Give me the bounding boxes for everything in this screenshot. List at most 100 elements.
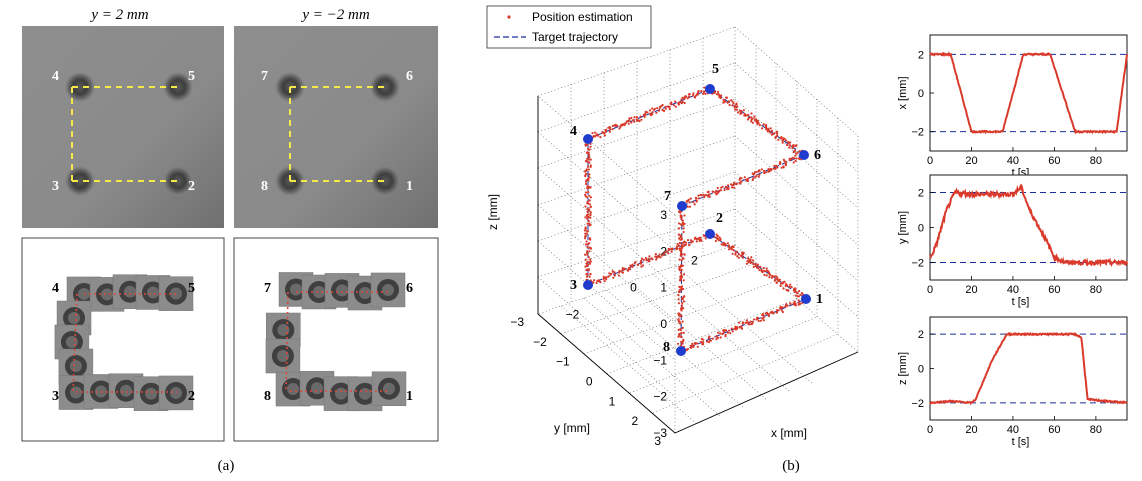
y-tick-label: 2	[918, 329, 924, 341]
y-tick-label: 2	[918, 49, 924, 61]
x-axis-label: t [s]	[1012, 436, 1030, 448]
y-tick-label: 2	[631, 414, 638, 428]
y-tick-label: 0	[918, 223, 924, 235]
y-axis-label: x [mm]	[897, 77, 909, 110]
y-tick-label: −2	[911, 127, 924, 139]
position-estimation-points	[583, 86, 808, 354]
waypoint-label: 8	[261, 179, 268, 194]
waypoint-label: 8	[264, 389, 271, 404]
3d-trajectories	[583, 86, 808, 354]
series-line	[929, 51, 1128, 135]
x-tick-label: 0	[927, 424, 933, 436]
composite-y-minus	[265, 272, 407, 412]
x-tick-label: 60	[1048, 284, 1060, 296]
panel-a-label: (a)	[218, 458, 235, 474]
y-tick-label: 0	[918, 88, 924, 100]
waypoint-marker	[676, 346, 686, 356]
x-tick-label: −2	[566, 308, 580, 322]
legend-label-target: Target trajectory	[532, 30, 618, 44]
panel-a: y = 2 mm y = −2 mm 4 5 3 2 7 6 8 1 4 5 3 2 7 6 8 1 (a)	[21, 7, 439, 474]
composite-tile	[371, 371, 407, 406]
x-tick-label: 40	[1007, 284, 1019, 296]
composite-dot-path	[285, 291, 388, 392]
x-tick-label: 60	[1048, 424, 1060, 436]
y-tick-label: 2	[918, 188, 924, 200]
z-tick-label: 0	[660, 317, 667, 331]
waypoint-label: 1	[406, 179, 413, 194]
waypoint-label: 2	[716, 211, 723, 226]
composite-tile	[158, 375, 194, 411]
composite-y-plus	[54, 274, 194, 411]
y-tick-label: 1	[609, 394, 616, 408]
waypoint-label: 2	[188, 179, 195, 194]
x-tick-label: 0	[927, 155, 933, 167]
x-tick-label: 0	[630, 281, 637, 295]
z-tick-label: 1	[660, 281, 667, 295]
target-trajectory-segment	[680, 298, 807, 352]
waypoint-marker	[799, 150, 809, 160]
legend-marker-estimation	[507, 15, 511, 19]
x-tick-label: 20	[965, 155, 977, 167]
waypoint-marker	[705, 229, 715, 239]
x-tick-label: 0	[927, 284, 933, 296]
y-tick-label: −1	[556, 355, 570, 369]
waypoint-label: 1	[816, 292, 823, 307]
x-tick-label: 40	[1007, 155, 1019, 167]
x-tick-label: 20	[965, 424, 977, 436]
waypoint-label: 5	[712, 62, 719, 77]
y-axis-label: z [mm]	[897, 352, 909, 385]
waypoint-label: 6	[814, 148, 821, 163]
y-tick-label: −2	[533, 335, 547, 349]
time-series-x: 20−20 20 40 60 80t [s]x [mm]	[897, 34, 1128, 179]
waypoint-label: 3	[570, 278, 577, 293]
y-tick-label: −2	[911, 258, 924, 270]
panel-b-time-series: 20−20 20 40 60 80t [s]x [mm]20−20 20 40 60 80t […	[897, 34, 1128, 448]
waypoint-label: 4	[52, 69, 59, 84]
y-tick-label: −2	[911, 398, 924, 410]
y-tick-label: 3	[654, 434, 661, 448]
waypoint-label: 5	[188, 69, 195, 84]
x-tick-label: 20	[965, 284, 977, 296]
x-tick-label: 60	[1048, 155, 1060, 167]
waypoint-label: 7	[664, 189, 671, 204]
micrograph-y-plus	[22, 26, 224, 228]
z-axis-label: z [mm]	[486, 194, 500, 230]
y-axis-label: y [mm]	[897, 211, 909, 244]
waypoint-label: 5	[188, 281, 195, 296]
composite-tile	[370, 272, 406, 308]
target-trajectory-segment	[681, 154, 805, 207]
z-tick-label: −3	[653, 426, 667, 440]
z-tick-label: 3	[660, 208, 667, 222]
x-tick-label: 80	[1090, 284, 1102, 296]
composite-dot-path	[72, 293, 177, 393]
time-series-z: 20−20 20 40 60 80t [s]z [mm]	[897, 316, 1128, 448]
series-line	[929, 183, 1128, 268]
composite-tile	[265, 338, 301, 374]
waypoint-marker	[705, 84, 715, 94]
legend-label-estimation: Position estimation	[532, 10, 633, 24]
waypoint-marker	[677, 201, 687, 211]
x-tick-label: 80	[1090, 424, 1102, 436]
title-y-plus: y = 2 mm	[89, 7, 148, 23]
y-tick-label: 0	[918, 364, 924, 376]
y-tick-label: −3	[510, 315, 524, 329]
waypoint-label: 6	[406, 69, 413, 84]
waypoint-label: 7	[264, 281, 271, 296]
waypoint-label: 6	[406, 281, 413, 296]
waypoint-marker	[583, 134, 593, 144]
waypoint-label: 4	[570, 124, 577, 139]
waypoint-label: 3	[52, 389, 59, 404]
3d-waypoints: 1 2 3 4 5 6 7 8	[570, 62, 823, 356]
series-line	[929, 331, 1128, 406]
3d-grid	[537, 26, 859, 434]
y-axis-label: y [mm]	[554, 421, 590, 435]
waypoint-label: 4	[52, 281, 59, 296]
time-series-y: 20−20 20 40 60 80t [s]y [mm]	[897, 174, 1128, 308]
waypoint-marker	[583, 280, 593, 290]
x-tick-label: 40	[1007, 424, 1019, 436]
waypoint-label: 2	[188, 389, 195, 404]
waypoint-label: 1	[406, 389, 413, 404]
